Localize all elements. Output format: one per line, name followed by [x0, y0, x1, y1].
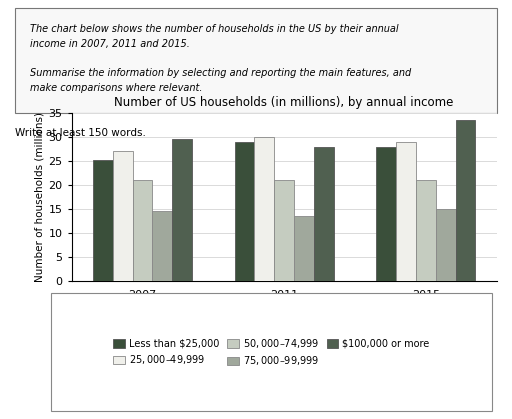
Bar	[314, 147, 334, 281]
Bar	[274, 180, 294, 281]
FancyBboxPatch shape	[51, 293, 492, 411]
Bar	[456, 120, 476, 281]
Bar	[396, 142, 416, 281]
Title: Number of US households (in millions), by annual income: Number of US households (in millions), b…	[115, 96, 454, 109]
Bar	[234, 142, 254, 281]
Bar	[133, 180, 153, 281]
Bar	[376, 147, 396, 281]
Bar	[153, 211, 172, 281]
Bar	[436, 209, 456, 281]
FancyBboxPatch shape	[15, 8, 497, 113]
Bar	[294, 216, 314, 281]
Bar	[416, 180, 436, 281]
Legend: Less than $25,000, $25,000–$49,999, $50,000–$74,999, $75,000–$99,999, $100,000 o: Less than $25,000, $25,000–$49,999, $50,…	[109, 332, 434, 372]
Text: The chart below shows the number of households in the US by their annual
income : The chart below shows the number of hous…	[30, 24, 411, 93]
Bar	[254, 137, 274, 281]
Bar	[113, 151, 133, 281]
Y-axis label: Number of households (millions): Number of households (millions)	[34, 112, 45, 282]
X-axis label: Year: Year	[269, 303, 300, 316]
Bar	[172, 140, 192, 281]
Bar	[93, 160, 113, 281]
Text: Write at least 150 words.: Write at least 150 words.	[15, 128, 146, 138]
